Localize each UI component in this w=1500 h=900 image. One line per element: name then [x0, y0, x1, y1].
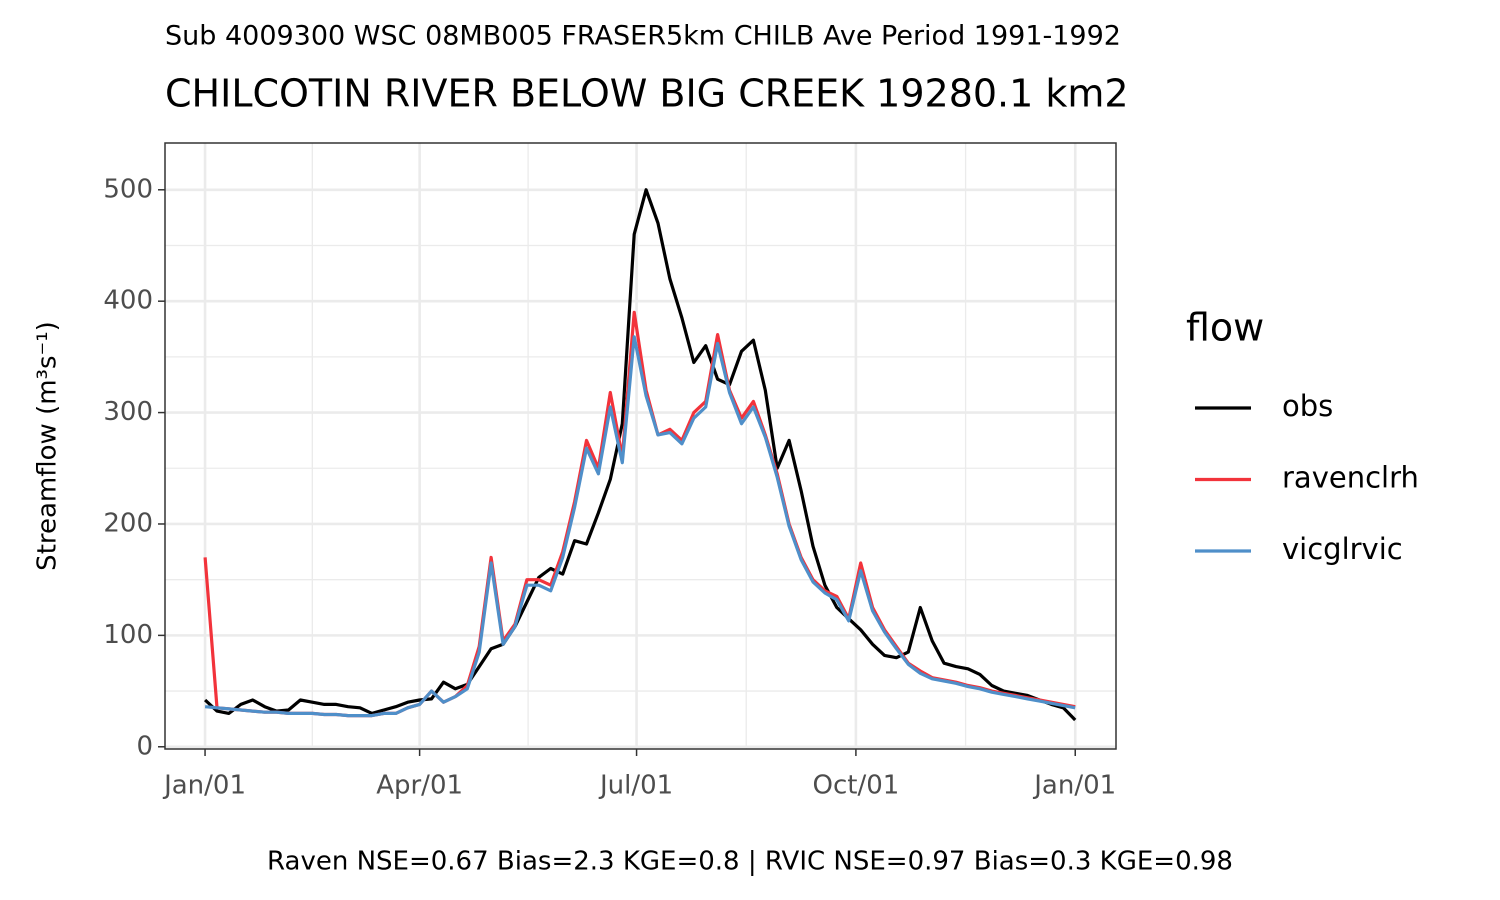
x-tick-label: Jul/01 — [598, 771, 673, 801]
x-tick-label: Jan/01 — [1032, 771, 1116, 801]
axes: 0 100 200 300 400 500 Jan/01 Apr/01 Jul/01 Oct/01… — [103, 174, 1116, 800]
y-tick-label: 300 — [103, 397, 153, 427]
panel-border — [164, 142, 1117, 750]
series-line — [204, 188, 1077, 722]
chart-subtitle: Sub 4009300 WSC 08MB005 FRASER5km CHILB … — [165, 21, 1121, 52]
grid — [165, 143, 1116, 749]
chart-title: CHILCOTIN RIVER BELOW BIG CREEK 19280.1 … — [165, 72, 1129, 116]
legend-label: vicglrvic — [1282, 532, 1403, 566]
x-tick-label: Oct/01 — [812, 771, 899, 801]
caption: Raven NSE=0.67 Bias=2.3 KGE=0.8 | RVIC N… — [267, 847, 1233, 877]
legend-label: obs — [1282, 389, 1333, 423]
legend: obs ravenclrh vicglrvic — [1195, 389, 1419, 566]
y-tick-label: 500 — [103, 174, 153, 204]
legend-title: flow — [1186, 306, 1264, 350]
y-tick-label: 100 — [103, 620, 153, 650]
y-tick-label: 400 — [103, 286, 153, 316]
y-axis-label: Streamflow (m³s⁻¹) — [33, 321, 63, 571]
y-tick-label: 0 — [136, 731, 153, 761]
y-tick-label: 200 — [103, 508, 153, 538]
series-line — [204, 335, 1076, 718]
x-tick-label: Apr/01 — [376, 771, 463, 801]
legend-label: ravenclrh — [1282, 461, 1419, 495]
lines — [203, 188, 1077, 722]
x-tick-label: Jan/01 — [162, 771, 246, 801]
